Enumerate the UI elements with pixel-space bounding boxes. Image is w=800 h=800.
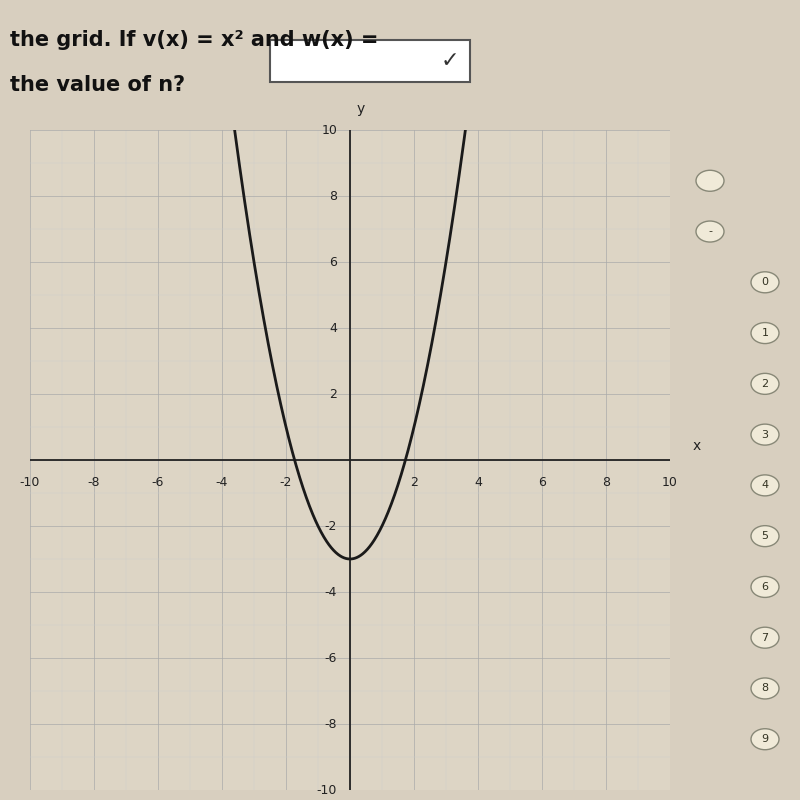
Text: 7: 7: [762, 633, 769, 642]
Text: the grid. If v(x) = x² and w(x) =: the grid. If v(x) = x² and w(x) =: [10, 30, 378, 50]
Text: the value of n?: the value of n?: [10, 75, 185, 95]
Text: 4: 4: [474, 477, 482, 490]
Text: -10: -10: [20, 477, 40, 490]
Ellipse shape: [751, 475, 779, 496]
Ellipse shape: [751, 272, 779, 293]
Text: -10: -10: [317, 783, 338, 797]
Text: -2: -2: [325, 519, 338, 533]
FancyBboxPatch shape: [270, 40, 470, 82]
Text: 5: 5: [762, 531, 769, 541]
Text: 8: 8: [602, 477, 610, 490]
Text: -8: -8: [88, 477, 100, 490]
Ellipse shape: [751, 577, 779, 598]
Text: -6: -6: [325, 651, 338, 665]
Text: 3: 3: [762, 430, 769, 440]
Ellipse shape: [751, 322, 779, 343]
Text: 6: 6: [762, 582, 769, 592]
Ellipse shape: [696, 170, 724, 191]
Text: 1: 1: [762, 328, 769, 338]
Text: 4: 4: [330, 322, 338, 334]
Text: -8: -8: [325, 718, 338, 730]
Ellipse shape: [751, 729, 779, 750]
Text: 6: 6: [538, 477, 546, 490]
Text: 10: 10: [662, 477, 678, 490]
Text: ✓: ✓: [441, 51, 459, 71]
Text: 9: 9: [762, 734, 769, 744]
Text: 2: 2: [330, 387, 338, 401]
Text: -6: -6: [152, 477, 164, 490]
Text: 8: 8: [762, 683, 769, 694]
Text: 8: 8: [330, 190, 338, 202]
Ellipse shape: [751, 424, 779, 445]
Text: 10: 10: [322, 123, 338, 137]
Text: 2: 2: [410, 477, 418, 490]
Text: 6: 6: [330, 255, 338, 269]
Text: y: y: [357, 102, 365, 117]
Ellipse shape: [751, 678, 779, 699]
Ellipse shape: [751, 374, 779, 394]
Text: -: -: [708, 226, 712, 237]
Text: x: x: [692, 439, 701, 453]
Text: -4: -4: [325, 586, 338, 598]
Text: 2: 2: [762, 379, 769, 389]
Text: 4: 4: [762, 480, 769, 490]
Text: -2: -2: [280, 477, 292, 490]
Ellipse shape: [696, 221, 724, 242]
Text: -4: -4: [216, 477, 228, 490]
Ellipse shape: [751, 627, 779, 648]
Text: 0: 0: [762, 278, 769, 287]
Ellipse shape: [751, 526, 779, 546]
